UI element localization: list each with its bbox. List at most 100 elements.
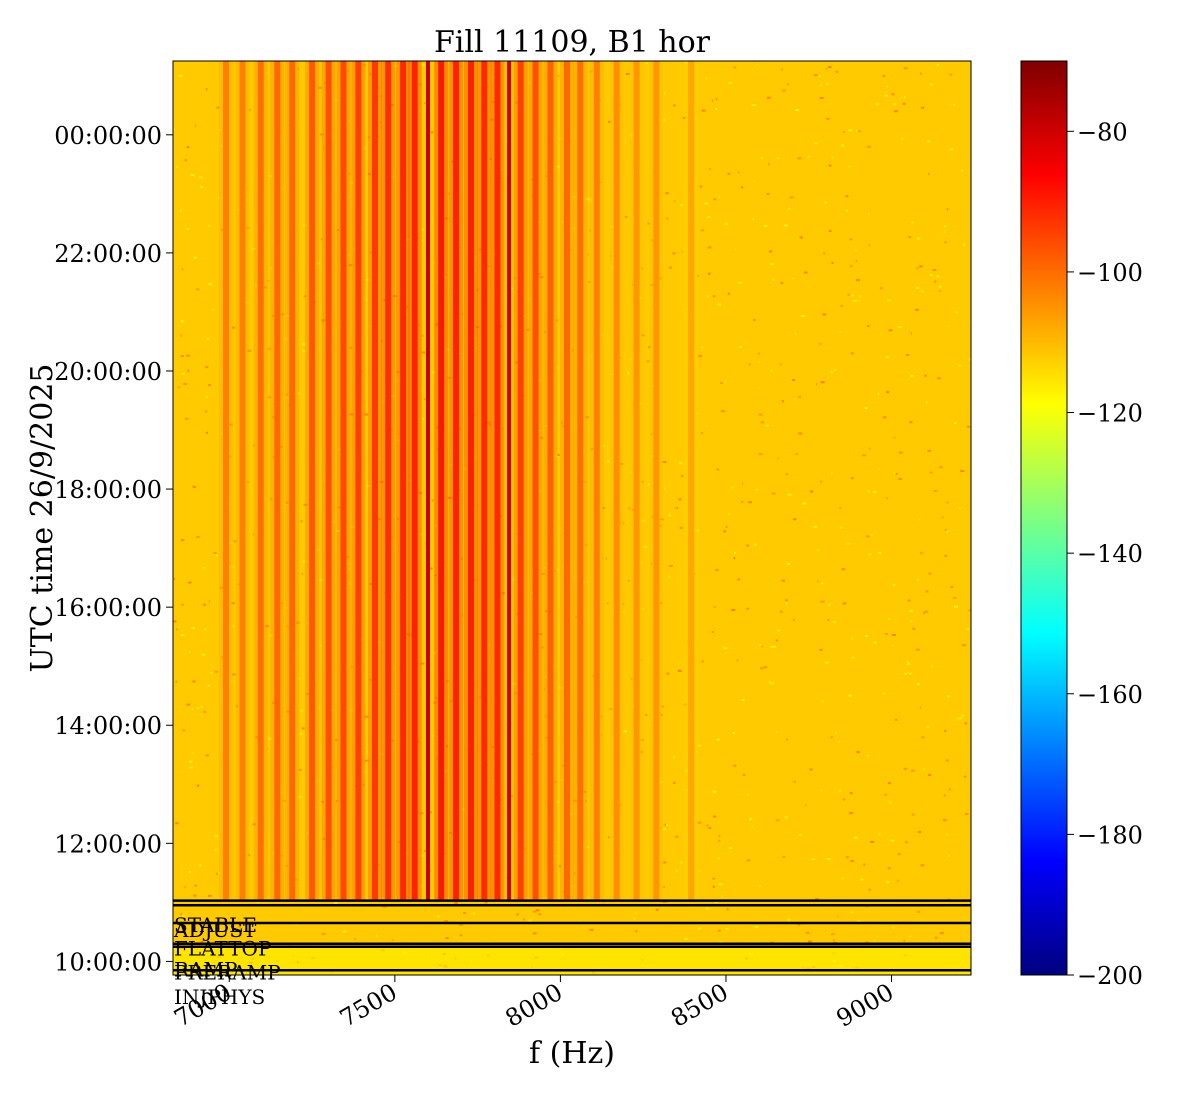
noise-speckle: [348, 567, 350, 570]
noise-speckle: [906, 354, 909, 356]
noise-speckle: [915, 286, 920, 289]
noise-speckle: [433, 262, 436, 265]
noise-speckle: [270, 267, 272, 270]
noise-speckle: [809, 768, 813, 771]
noise-speckle: [641, 267, 643, 270]
noise-speckle: [363, 296, 365, 299]
noise-speckle: [420, 812, 424, 815]
noise-speckle: [281, 187, 283, 190]
noise-speckle: [196, 784, 200, 787]
noise-speckle: [915, 308, 919, 311]
noise-speckle: [408, 633, 413, 636]
noise-speckle: [639, 402, 643, 405]
noise-speckle: [674, 200, 676, 203]
noise-speckle: [962, 644, 966, 647]
noise-speckle: [231, 625, 234, 628]
noise-speckle: [269, 175, 273, 178]
noise-speckle: [431, 371, 436, 374]
noise-speckle: [663, 91, 666, 94]
noise-speckle: [802, 502, 807, 505]
noise-speckle: [768, 680, 771, 683]
noise-speckle: [946, 208, 949, 211]
noise-speckle: [731, 609, 736, 611]
noise-speckle: [882, 74, 886, 77]
noise-speckle: [820, 84, 822, 87]
noise-speckle: [724, 222, 728, 225]
noise-speckle: [559, 865, 562, 868]
noise-speckle: [698, 355, 702, 358]
noise-speckle: [350, 525, 355, 528]
noise-speckle: [770, 682, 774, 685]
noise-speckle: [787, 562, 791, 565]
noise-speckle: [555, 319, 559, 322]
noise-speckle: [717, 303, 721, 306]
noise-speckle: [246, 187, 249, 190]
noise-speckle: [376, 864, 380, 867]
noise-speckle: [346, 254, 351, 257]
noise-speckle: [436, 757, 439, 760]
noise-speckle: [446, 745, 449, 748]
noise-speckle: [433, 651, 437, 654]
noise-speckle: [630, 677, 633, 680]
noise-speckle: [269, 498, 273, 501]
noise-speckle: [926, 401, 928, 404]
noise-speckle: [921, 106, 925, 109]
noise-speckle: [868, 553, 872, 556]
noise-speckle: [839, 331, 841, 333]
noise-speckle: [758, 386, 760, 389]
noise-speckle: [837, 915, 839, 918]
noise-speckle: [300, 520, 303, 523]
noise-speckle: [444, 770, 448, 773]
noise-speckle: [681, 250, 683, 253]
noise-speckle: [221, 656, 224, 659]
noise-speckle: [772, 645, 777, 648]
noise-speckle: [728, 82, 733, 84]
noise-speckle: [936, 63, 940, 66]
noise-speckle: [433, 701, 437, 704]
noise-speckle: [849, 238, 852, 241]
noise-speckle: [479, 248, 483, 251]
noise-speckle: [221, 229, 224, 231]
noise-speckle: [280, 602, 283, 605]
noise-speckle: [715, 97, 718, 100]
noise-speckle: [450, 464, 454, 467]
noise-speckle: [851, 637, 853, 640]
noise-speckle: [797, 923, 801, 926]
y-tick-label: 22:00:00: [54, 240, 162, 268]
noise-speckle: [765, 424, 770, 427]
noise-speckle: [205, 410, 208, 413]
noise-speckle: [523, 394, 526, 397]
noise-speckle: [834, 369, 836, 372]
noise-speckle: [302, 343, 307, 346]
noise-speckle: [376, 87, 380, 89]
noise-speckle: [474, 337, 476, 340]
noise-speckle: [915, 648, 920, 651]
noise-speckle: [768, 944, 771, 947]
noise-speckle: [779, 363, 782, 366]
noise-speckle: [324, 82, 327, 85]
noise-speckle: [625, 215, 628, 218]
noise-speckle: [799, 236, 803, 239]
noise-speckle: [864, 407, 868, 410]
noise-speckle: [590, 448, 594, 451]
noise-speckle: [857, 920, 861, 923]
noise-speckle: [867, 325, 870, 328]
noise-speckle: [199, 864, 202, 867]
noise-speckle: [445, 273, 447, 276]
noise-speckle: [350, 181, 354, 184]
noise-speckle: [204, 924, 207, 927]
noise-speckle: [649, 724, 651, 726]
noise-speckle: [928, 172, 930, 175]
noise-speckle: [379, 752, 383, 755]
noise-speckle: [587, 253, 589, 256]
noise-speckle: [282, 799, 286, 802]
y-tick-label: 20:00:00: [54, 358, 162, 386]
noise-speckle: [715, 569, 719, 572]
noise-speckle: [742, 482, 744, 485]
noise-speckle: [236, 705, 239, 708]
noise-speckle: [538, 489, 542, 492]
noise-speckle: [215, 835, 218, 838]
noise-speckle: [351, 666, 353, 668]
noise-speckle: [814, 142, 818, 145]
